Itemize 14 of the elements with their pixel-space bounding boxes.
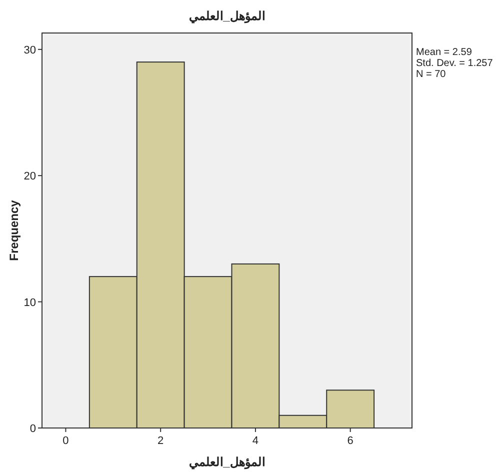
y-tick-label: 20 — [24, 170, 36, 183]
x-tick-label: 4 — [252, 435, 259, 447]
x-tick-label: 6 — [347, 435, 354, 447]
y-tick-label: 30 — [24, 44, 36, 56]
y-tick-label: 0 — [30, 423, 36, 435]
x-tick-label: 2 — [158, 435, 164, 447]
x-axis-title: المؤهل_العلمي — [189, 455, 265, 470]
y-axis-title: Frequency — [7, 200, 21, 261]
text: N = 70 — [416, 69, 446, 80]
text: Std. Dev. = 1.257 — [416, 58, 494, 69]
text: Mean = 2.59 — [416, 47, 472, 58]
chart-title: المؤهل_العلمي — [189, 9, 265, 24]
x-tick-label: 0 — [62, 435, 69, 447]
y-tick-label: 10 — [24, 296, 36, 309]
